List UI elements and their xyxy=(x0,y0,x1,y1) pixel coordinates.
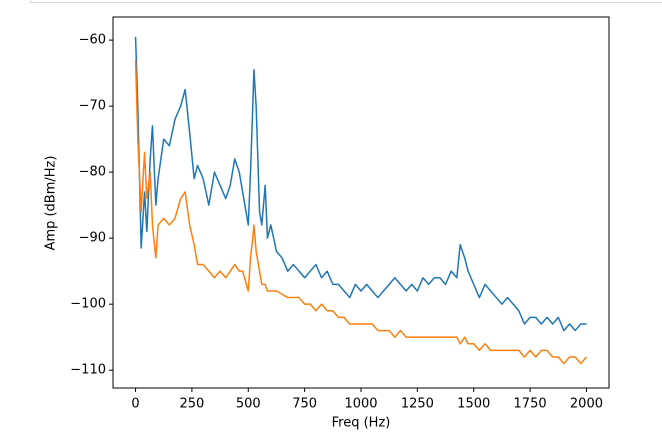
data-line xyxy=(134,59,588,365)
y-tick-label: −80 xyxy=(79,165,106,180)
y-tick-label: −60 xyxy=(79,33,106,48)
x-tick-label: 1750 xyxy=(514,397,547,412)
x-axis-label: Freq (Hz) xyxy=(332,416,391,431)
data-line xyxy=(134,36,587,332)
x-tick-label: 250 xyxy=(179,397,204,412)
x-tick-label: 0 xyxy=(131,397,139,412)
y-tick-label: −100 xyxy=(70,297,106,312)
x-tick-label: 2000 xyxy=(570,397,603,412)
x-tick-label: 750 xyxy=(292,397,317,412)
x-tick-label: 1000 xyxy=(344,397,377,412)
x-tick-label: 1500 xyxy=(457,397,490,412)
y-axis-label: Amp (dBm/Hz) xyxy=(44,156,59,251)
y-tick-label: −90 xyxy=(79,231,106,246)
x-tick-label: 1250 xyxy=(401,397,434,412)
y-tick-label: −70 xyxy=(79,99,106,114)
x-tick-label: 500 xyxy=(236,397,261,412)
y-tick-label: −110 xyxy=(70,363,106,378)
plot-frame xyxy=(112,16,610,389)
